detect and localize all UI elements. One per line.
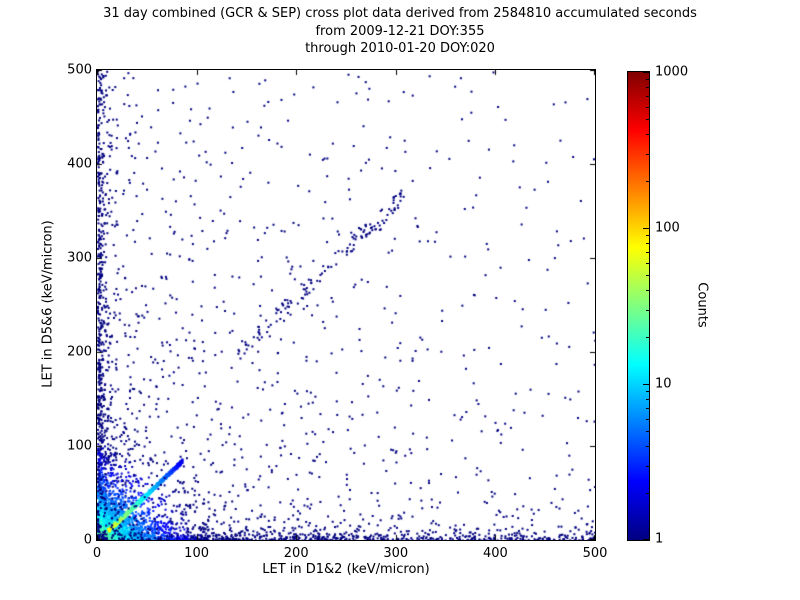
y-tick-label: 300 bbox=[67, 250, 92, 266]
colorbar-tick bbox=[646, 134, 649, 135]
colorbar-tick-label: 1 bbox=[655, 531, 664, 547]
colorbar-tick-label: 10 bbox=[655, 376, 672, 392]
colorbar-tick bbox=[646, 431, 649, 432]
colorbar-tick bbox=[646, 252, 649, 253]
scatter-plot-canvas bbox=[97, 70, 595, 540]
colorbar-tick bbox=[646, 96, 649, 97]
colorbar-tick bbox=[646, 263, 649, 264]
colorbar-tick bbox=[646, 310, 649, 311]
x-axis-label: LET in D1&2 (keV/micron) bbox=[262, 562, 430, 577]
x-tick-label: 500 bbox=[582, 546, 608, 561]
y-tick-label: 400 bbox=[67, 156, 92, 172]
colorbar-tick bbox=[646, 446, 649, 447]
colorbar-tick bbox=[646, 399, 649, 400]
y-tick-label: 500 bbox=[67, 62, 92, 78]
x-tick-label: 400 bbox=[482, 546, 508, 561]
colorbar-tick bbox=[646, 419, 649, 420]
x-tick-label: 300 bbox=[383, 546, 409, 561]
colorbar-tick bbox=[643, 384, 649, 385]
y-axis-label: LET in D5&6 (keV/micron) bbox=[40, 220, 56, 388]
colorbar-tick bbox=[646, 275, 649, 276]
colorbar-tick bbox=[646, 466, 649, 467]
colorbar-tick bbox=[646, 181, 649, 182]
colorbar-tick bbox=[643, 539, 649, 540]
y-tick-label: 100 bbox=[67, 438, 92, 454]
plot-area bbox=[96, 69, 596, 541]
colorbar-tick bbox=[646, 235, 649, 236]
colorbar bbox=[627, 71, 650, 541]
colorbar-tick bbox=[646, 337, 649, 338]
colorbar-tick bbox=[646, 290, 649, 291]
x-tick-label: 200 bbox=[283, 546, 309, 561]
colorbar-tick bbox=[643, 72, 649, 73]
colorbar-tick-label: 1000 bbox=[655, 64, 689, 80]
colorbar-tick bbox=[646, 408, 649, 409]
colorbar-tick bbox=[643, 228, 649, 229]
x-tick-label: 0 bbox=[92, 546, 102, 561]
y-tick-label: 0 bbox=[83, 532, 92, 548]
colorbar-tick bbox=[646, 79, 649, 80]
colorbar-tick bbox=[646, 154, 649, 155]
colorbar-tick-label: 100 bbox=[655, 220, 680, 236]
colorbar-tick bbox=[646, 243, 649, 244]
colorbar-tick bbox=[646, 119, 649, 120]
colorbar-title: Counts bbox=[694, 282, 710, 328]
colorbar-tick bbox=[646, 107, 649, 108]
chart-title: 31 day combined (GCR & SEP) cross plot d… bbox=[103, 6, 697, 21]
colorbar-tick bbox=[646, 493, 649, 494]
x-tick-label: 100 bbox=[184, 546, 210, 561]
chart-subtitle-from: from 2009-12-21 DOY:355 bbox=[315, 24, 485, 39]
y-tick-label: 200 bbox=[67, 344, 92, 360]
colorbar-tick bbox=[646, 87, 649, 88]
chart-subtitle-through: through 2010-01-20 DOY:020 bbox=[305, 41, 495, 56]
colorbar-tick bbox=[646, 391, 649, 392]
